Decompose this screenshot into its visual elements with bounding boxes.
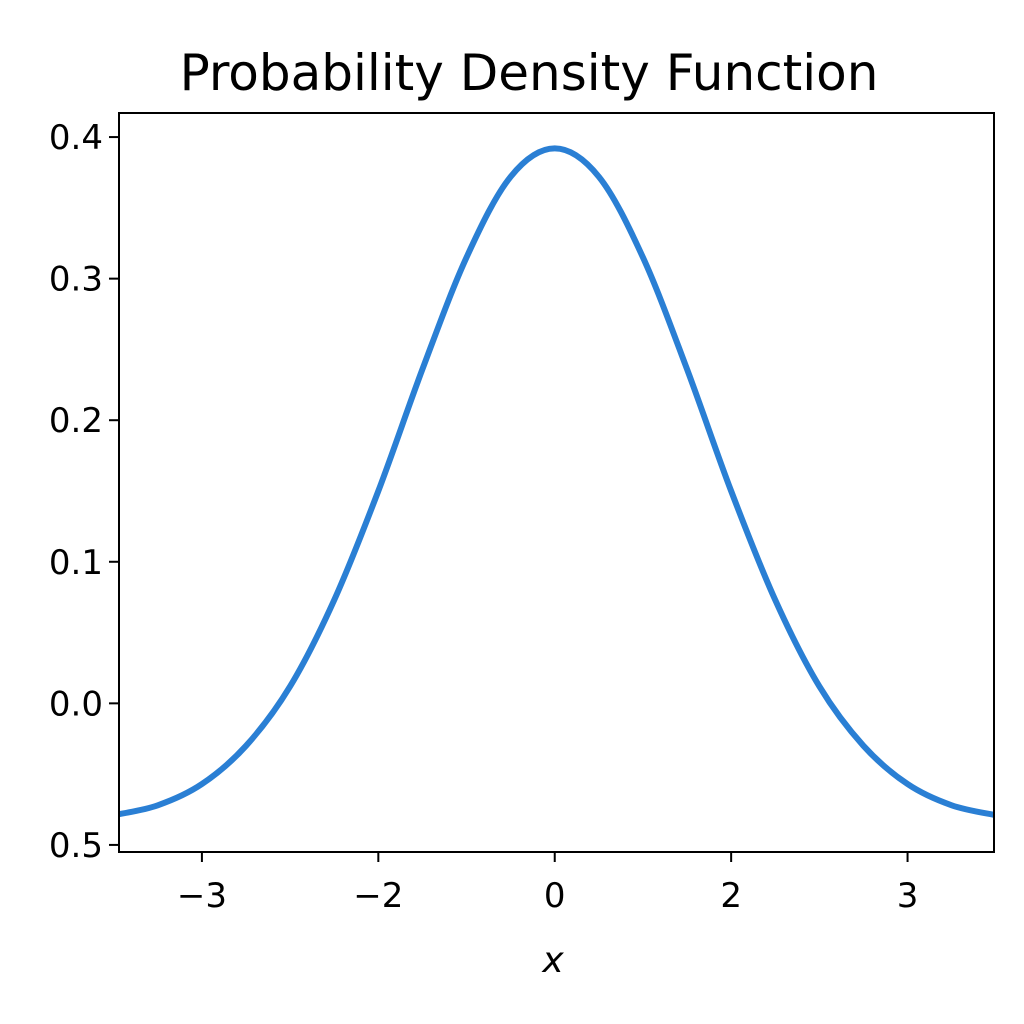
plot-frame: [118, 112, 995, 853]
x-tick-label: 0: [544, 876, 566, 916]
x-tick-label: 3: [897, 876, 919, 916]
y-tick-label: 0.5: [49, 826, 103, 866]
x-axis-label: x: [541, 940, 564, 981]
y-tick-label: 0.1: [49, 543, 103, 583]
y-tick-label: 0.3: [49, 260, 103, 300]
y-tick-label: 0.2: [49, 401, 103, 441]
x-tick-label: −2: [353, 876, 403, 916]
y-tick-label: 0.0: [49, 684, 103, 724]
x-tick-label: −3: [177, 876, 227, 916]
pdf-line: [119, 145, 994, 818]
y-tick-label: 0.4: [49, 118, 103, 158]
x-tick-label: 2: [720, 876, 742, 916]
chart-title: Probability Density Function: [180, 44, 879, 102]
